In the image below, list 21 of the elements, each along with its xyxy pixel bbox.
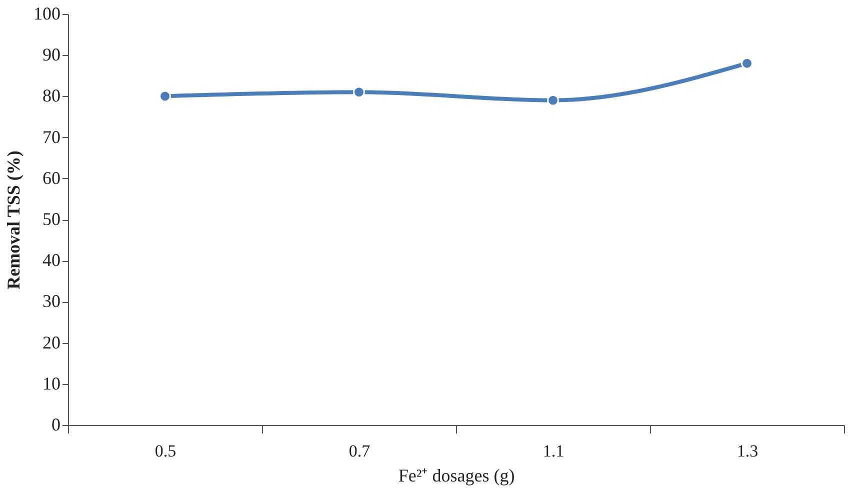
x-tick-label: 1.3 — [736, 442, 758, 460]
y-tick-label: 90 — [42, 44, 60, 65]
y-tick-label: 100 — [34, 4, 60, 24]
x-axis-title: Fe²⁺ dosages (g) — [398, 466, 515, 486]
point — [547, 94, 559, 106]
y-tick-label: 50 — [42, 209, 60, 229]
y-tick-label: 10 — [42, 373, 60, 394]
x-tick-label: 1.1 — [542, 442, 564, 460]
y-tick-label: 20 — [42, 332, 60, 352]
point — [741, 57, 753, 70]
x-tick-label: 0.5 — [154, 442, 176, 460]
y-tick-label: 40 — [42, 250, 60, 270]
y-axis-title: Removal TSS (%) — [4, 150, 24, 290]
y-tick-label: 70 — [42, 126, 60, 147]
y-tick-label: 60 — [42, 168, 60, 188]
x-tick-label: 0.7 — [348, 442, 371, 460]
y-tick-label: 30 — [42, 291, 60, 312]
y-tick-label: 0 — [52, 414, 60, 434]
point — [353, 86, 365, 98]
point — [159, 90, 171, 102]
y-tick-label: 80 — [42, 86, 60, 106]
